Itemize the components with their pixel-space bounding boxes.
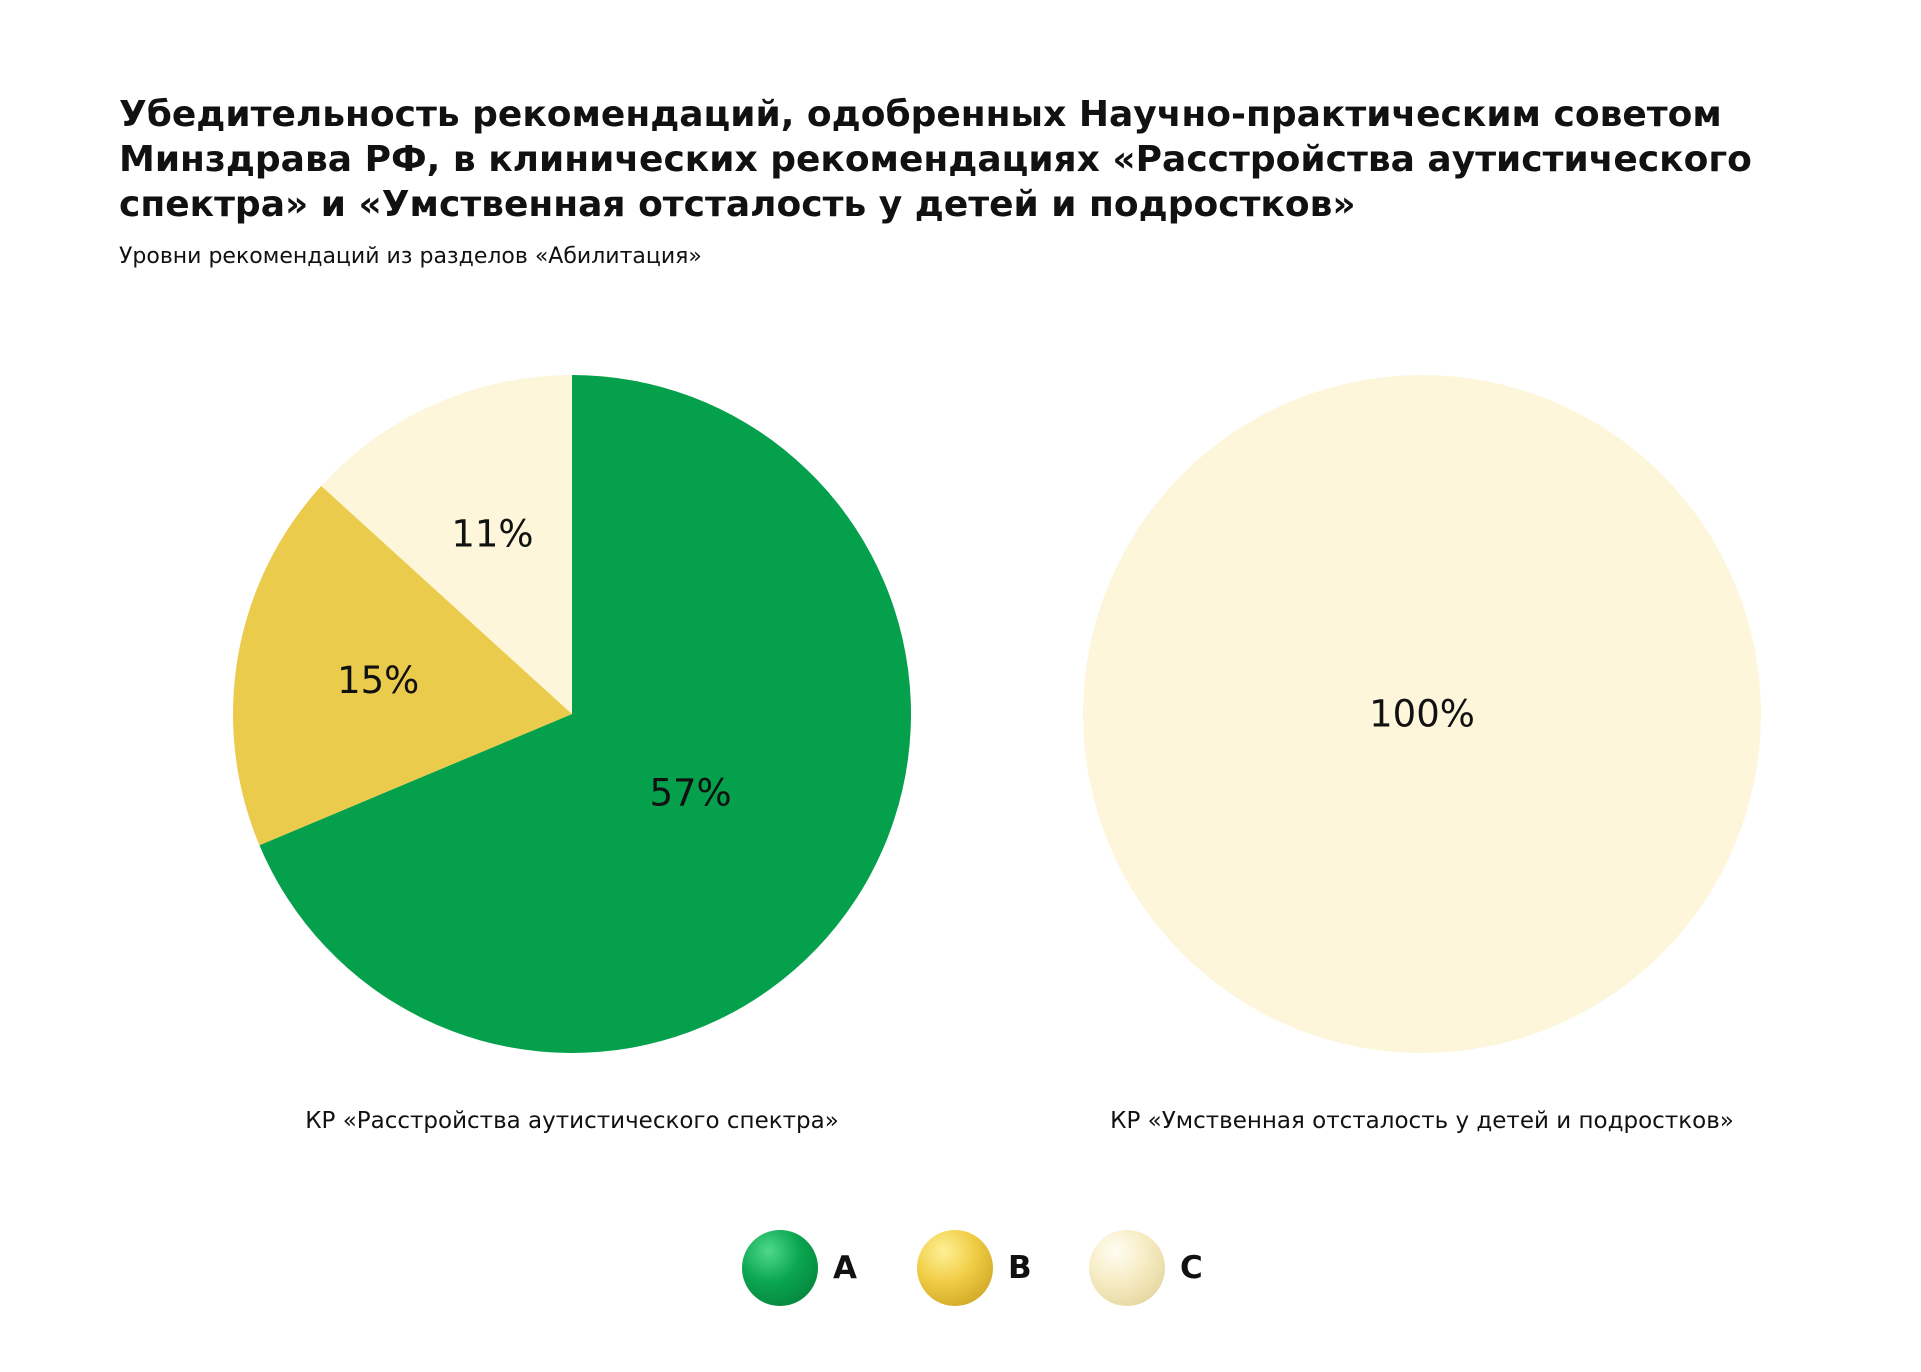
pie-slice-b — [232, 485, 572, 846]
legend-item-a: A — [742, 1230, 857, 1306]
chart-subtitle: Уровни рекомендаций из разделов «Абилита… — [119, 244, 702, 269]
chart-header: Убедительность рекомендаций, одобренных … — [119, 92, 1819, 271]
legend-item-c: C — [1089, 1230, 1203, 1306]
legend-label-b: B — [1008, 1250, 1032, 1286]
chart-caption: КР «Умственная отсталость у детей и подр… — [1110, 1108, 1734, 1134]
legend-swatch-a — [742, 1230, 818, 1306]
pies-group: 57% 15% 11% 100% — [232, 375, 1761, 1053]
legend-label-c: C — [1180, 1250, 1203, 1286]
captions-group: КР «Расстройства аутистического спектра»… — [305, 1108, 1734, 1134]
pie-chart-2: 100% — [1083, 375, 1761, 1053]
legend-item-b: B — [917, 1230, 1032, 1306]
slice-label-c: 100% — [1369, 693, 1475, 736]
pie-slice-a — [259, 375, 912, 1053]
slice-label-a: 57% — [649, 771, 731, 814]
legend-swatch-b — [917, 1230, 993, 1306]
legend-swatch-c — [1089, 1230, 1165, 1306]
slice-label-c: 11% — [451, 513, 533, 556]
chart-caption: КР «Расстройства аутистического спектра» — [305, 1108, 839, 1134]
chart-title: Убедительность рекомендаций, одобренных … — [119, 94, 1752, 225]
pie-slice-c — [1083, 375, 1761, 1053]
legend-label-a: A — [833, 1250, 857, 1286]
legend: A B C — [742, 1230, 1203, 1306]
slice-label-b: 15% — [337, 659, 419, 702]
pie-slice-c — [321, 375, 572, 714]
pie-chart-1: 57% 15% 11% — [232, 375, 912, 1053]
